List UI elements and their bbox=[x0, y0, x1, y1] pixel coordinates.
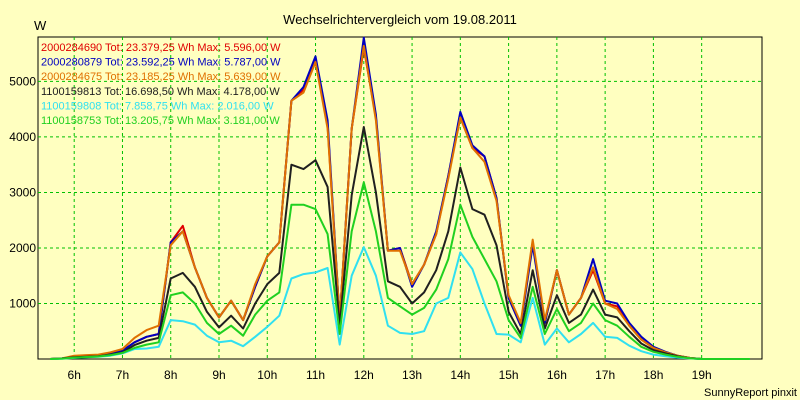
legend-entry-5: 1100159808 Tot: 7.858,75 Wh Max: 2.016,0… bbox=[41, 100, 274, 112]
y-axis-unit: W bbox=[34, 18, 47, 33]
x-tick-label: 13h bbox=[402, 368, 422, 382]
legend-entry-2: 2000280879 Tot: 23.592,25 Wh Max: 5.787,… bbox=[41, 57, 281, 69]
x-tick-label: 19h bbox=[692, 368, 712, 382]
y-tick-label: 3000 bbox=[9, 185, 36, 199]
legend-entry-1: 2000284690 Tot: 23.379,25 Wh Max: 5.596,… bbox=[41, 42, 281, 54]
series-line-3 bbox=[50, 44, 750, 360]
x-tick-label: 11h bbox=[306, 368, 325, 382]
x-tick-label: 12h bbox=[354, 368, 374, 382]
chart-title: Wechselrichtervergleich vom 19.08.2011 bbox=[283, 12, 517, 27]
x-tick-label: 14h bbox=[450, 368, 470, 382]
legend-entry-4: 1100159813 Tot: 16.698,50 Wh Max: 4.178,… bbox=[41, 86, 280, 98]
y-tick-label: 1000 bbox=[9, 296, 36, 310]
legend: 2000284690 Tot: 23.379,25 Wh Max: 5.596,… bbox=[41, 42, 281, 127]
x-ticks: 6h 7h 8h 9h 10h 11h 12h 13h 14h 15h 16h 17h 18h 19h bbox=[68, 368, 712, 382]
x-tick-label: 10h bbox=[257, 368, 277, 382]
legend-entry-3: 2000284675 Tot: 23.185,25 Wh Max: 5.639,… bbox=[41, 71, 281, 83]
chart-credit: SunnyReport pinxit bbox=[704, 387, 797, 399]
x-tick-label: 15h bbox=[499, 368, 519, 382]
series-line-4 bbox=[50, 126, 750, 360]
x-tick-label: 18h bbox=[643, 368, 663, 382]
y-tick-label: 2000 bbox=[9, 241, 36, 255]
y-ticks: 1000 2000 3000 4000 5000 bbox=[9, 74, 36, 310]
x-tick-label: 7h bbox=[116, 368, 129, 382]
axis-labels: Wechselrichtervergleich vom 19.08.2011 W… bbox=[34, 12, 797, 399]
series-lines bbox=[50, 36, 750, 360]
series-line-5 bbox=[50, 246, 750, 360]
x-tick-label: 6h bbox=[68, 368, 81, 382]
x-tick-label: 9h bbox=[212, 368, 225, 382]
y-tick-label: 5000 bbox=[9, 74, 36, 88]
x-tick-label: 8h bbox=[164, 368, 177, 382]
x-tick-label: 17h bbox=[595, 368, 615, 382]
series-line-6 bbox=[50, 181, 750, 360]
legend-entry-6: 1100158753 Tot: 13.205,75 Wh Max: 3.181,… bbox=[41, 115, 280, 127]
x-tick-label: 16h bbox=[547, 368, 567, 382]
y-tick-label: 4000 bbox=[9, 130, 36, 144]
